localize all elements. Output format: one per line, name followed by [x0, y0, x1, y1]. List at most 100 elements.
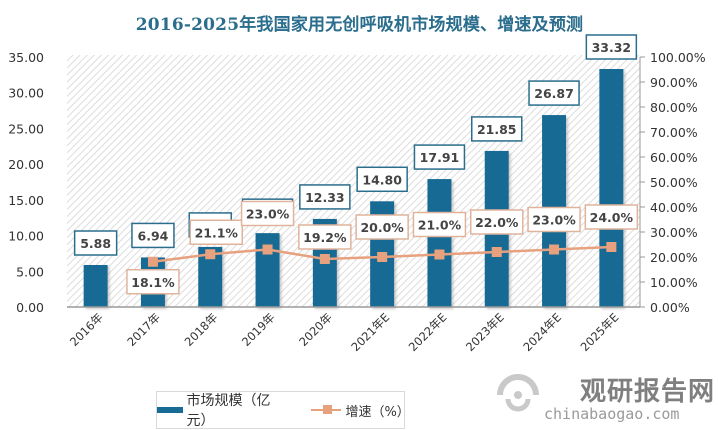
- x-tick-label: 2021年E: [348, 310, 392, 354]
- x-tick-label: 2024年E: [520, 310, 564, 354]
- x-tick-label: 2019年: [239, 310, 278, 349]
- y-left-tick-label: 15.00: [8, 193, 44, 208]
- line-data-label-text: 20.0%: [360, 220, 404, 235]
- y-right-tick-label: 20.00%: [650, 250, 698, 265]
- watermark-en: chinabaogao.com: [544, 405, 680, 423]
- bar-data-label: 33.32: [585, 34, 638, 60]
- line-data-label-box: [189, 219, 243, 245]
- line-data-label-box: [412, 211, 467, 238]
- x-tick-label: 2017年: [124, 310, 163, 349]
- bar-data-label-box: [73, 230, 118, 256]
- line-data-labels: 18.1% 21.1% 23.0% 19.2% 20.0% 21.0% 22.0% 23.0%…: [126, 200, 639, 295]
- y-left-tick-label: 30.00: [8, 86, 44, 101]
- bar-data-label-text: 14.80: [362, 172, 402, 187]
- y-right-tick-label: 70.00%: [650, 125, 698, 140]
- x-tick-label: 2025年E: [578, 310, 622, 354]
- line-data-label-box: [355, 214, 409, 240]
- line-marker: [606, 242, 617, 252]
- line-marker: [262, 244, 273, 255]
- line-data-label: 24.0%: [584, 204, 639, 230]
- line-data-label: 23.0%: [527, 206, 581, 233]
- line-data-label: 18.1%: [126, 269, 180, 295]
- x-tick-label: 2018年: [182, 310, 221, 349]
- watermark-cn: 观研报告网: [580, 377, 716, 407]
- y-left-tick-label: 20.00: [8, 157, 44, 172]
- legend-item-growth-rate[interactable]: 增速（%）: [310, 401, 410, 420]
- bar-data-label-text: 33.32: [592, 40, 632, 55]
- y-right-tick-label: 50.00%: [650, 175, 698, 190]
- bar-data-label: 6.94: [131, 222, 175, 249]
- line-data-label-text: 21.1%: [195, 225, 239, 240]
- legend-bar-swatch: [157, 407, 183, 413]
- bar-data-label-text: 6.94: [138, 228, 169, 243]
- line-data-label-box: [470, 209, 524, 235]
- y-right-tick-label: 40.00%: [650, 200, 698, 215]
- bar-data-label-box: [528, 80, 580, 106]
- line-data-label-text: 23.0%: [532, 213, 576, 228]
- y-right-tick-label: 100.00%: [650, 50, 706, 65]
- line-data-label-box: [298, 224, 352, 250]
- bar-data-label: 26.87: [528, 80, 580, 106]
- y-left-tick-label: 35.00: [8, 50, 44, 65]
- x-tick-label: 2020年: [296, 310, 335, 349]
- bar-data-label-box: [585, 34, 638, 60]
- line-data-label-text: 24.0%: [590, 210, 634, 225]
- line-data-label-text: 22.0%: [475, 215, 519, 230]
- line-data-label-box: [527, 206, 581, 233]
- line-marker: [377, 252, 388, 262]
- bar-data-label-box: [299, 184, 351, 210]
- line-data-label-text: 23.0%: [246, 207, 290, 222]
- line-marker: [205, 249, 216, 260]
- x-tick-label: 2023年E: [463, 310, 507, 354]
- y-axis-left: 0.00 5.00 10.00 15.00 20.00 25.00 30.00 35.00: [8, 50, 44, 315]
- bar-data-label: 17.91: [413, 144, 466, 170]
- legend: 市场规模（亿元） 增速（%）: [156, 390, 410, 430]
- bar: [427, 179, 452, 307]
- y-left-tick-label: 25.00: [8, 121, 44, 136]
- line-data-label-text: 18.1%: [131, 275, 175, 290]
- bar: [599, 69, 624, 307]
- line-data-label: 23.0%: [240, 200, 295, 227]
- line-marker: [147, 256, 158, 267]
- x-tick-label: 2022年E: [406, 310, 450, 354]
- bar-data-label-text: 5.88: [80, 236, 111, 251]
- watermark-logo-icon: [497, 374, 539, 412]
- y-left-tick-label: 0.00: [16, 300, 44, 315]
- bar-data-label: 5.88: [73, 230, 118, 256]
- x-tick-label: 2016年: [67, 310, 106, 349]
- bar-data-label-text: 21.85: [477, 122, 517, 137]
- chart-title: 2016-2025年我国家用无创呼吸机市场规模、增速及预测: [135, 15, 584, 35]
- y-right-tick-label: 60.00%: [650, 150, 698, 165]
- bar-data-label: 21.85: [471, 116, 523, 142]
- line-data-label: 22.0%: [470, 209, 524, 235]
- line-marker: [491, 247, 502, 257]
- watermark: 观研报告网 chinabaogao.com: [497, 369, 719, 429]
- line-data-label: 21.0%: [412, 211, 467, 238]
- line-marker: [549, 244, 560, 255]
- bar: [83, 265, 108, 307]
- bar-data-label-box: [413, 144, 466, 170]
- line-data-label-box: [584, 204, 639, 230]
- bar-data-label-box: [471, 116, 523, 142]
- y-axis-right: 0.00% 10.00% 20.00% 30.00% 40.00% 50.00% 60.00…: [639, 50, 706, 315]
- bar-data-label-text: 12.33: [305, 190, 345, 205]
- y-right-tick-label: 10.00%: [650, 275, 698, 290]
- bar-data-label-box: [356, 166, 408, 193]
- line-data-label-box: [126, 269, 180, 295]
- line-data-label-text: 19.2%: [303, 230, 347, 245]
- y-right-tick-label: 30.00%: [650, 225, 698, 240]
- line-series: [147, 242, 617, 267]
- legend-item-market-size[interactable]: 市场规模（亿元）: [157, 390, 289, 430]
- y-right-tick-label: 0.00%: [650, 300, 690, 315]
- line-marker: [319, 254, 330, 264]
- legend-line-swatch: [310, 404, 342, 416]
- legend-label-market-size: 市场规模（亿元）: [186, 393, 271, 429]
- y-right-tick-label: 90.00%: [650, 75, 698, 90]
- bar-data-label: 12.33: [299, 184, 351, 210]
- line-marker: [434, 249, 445, 260]
- bar-data-label-text: 17.91: [420, 150, 460, 165]
- line-data-label-text: 21.0%: [418, 218, 462, 233]
- bar-data-label: 14.80: [356, 166, 408, 193]
- legend-label-growth-rate: 增速（%）: [345, 404, 410, 420]
- x-axis: 2016年 2017年 2018年 2019年 2020年 2021年E 2022年E 202…: [67, 306, 640, 354]
